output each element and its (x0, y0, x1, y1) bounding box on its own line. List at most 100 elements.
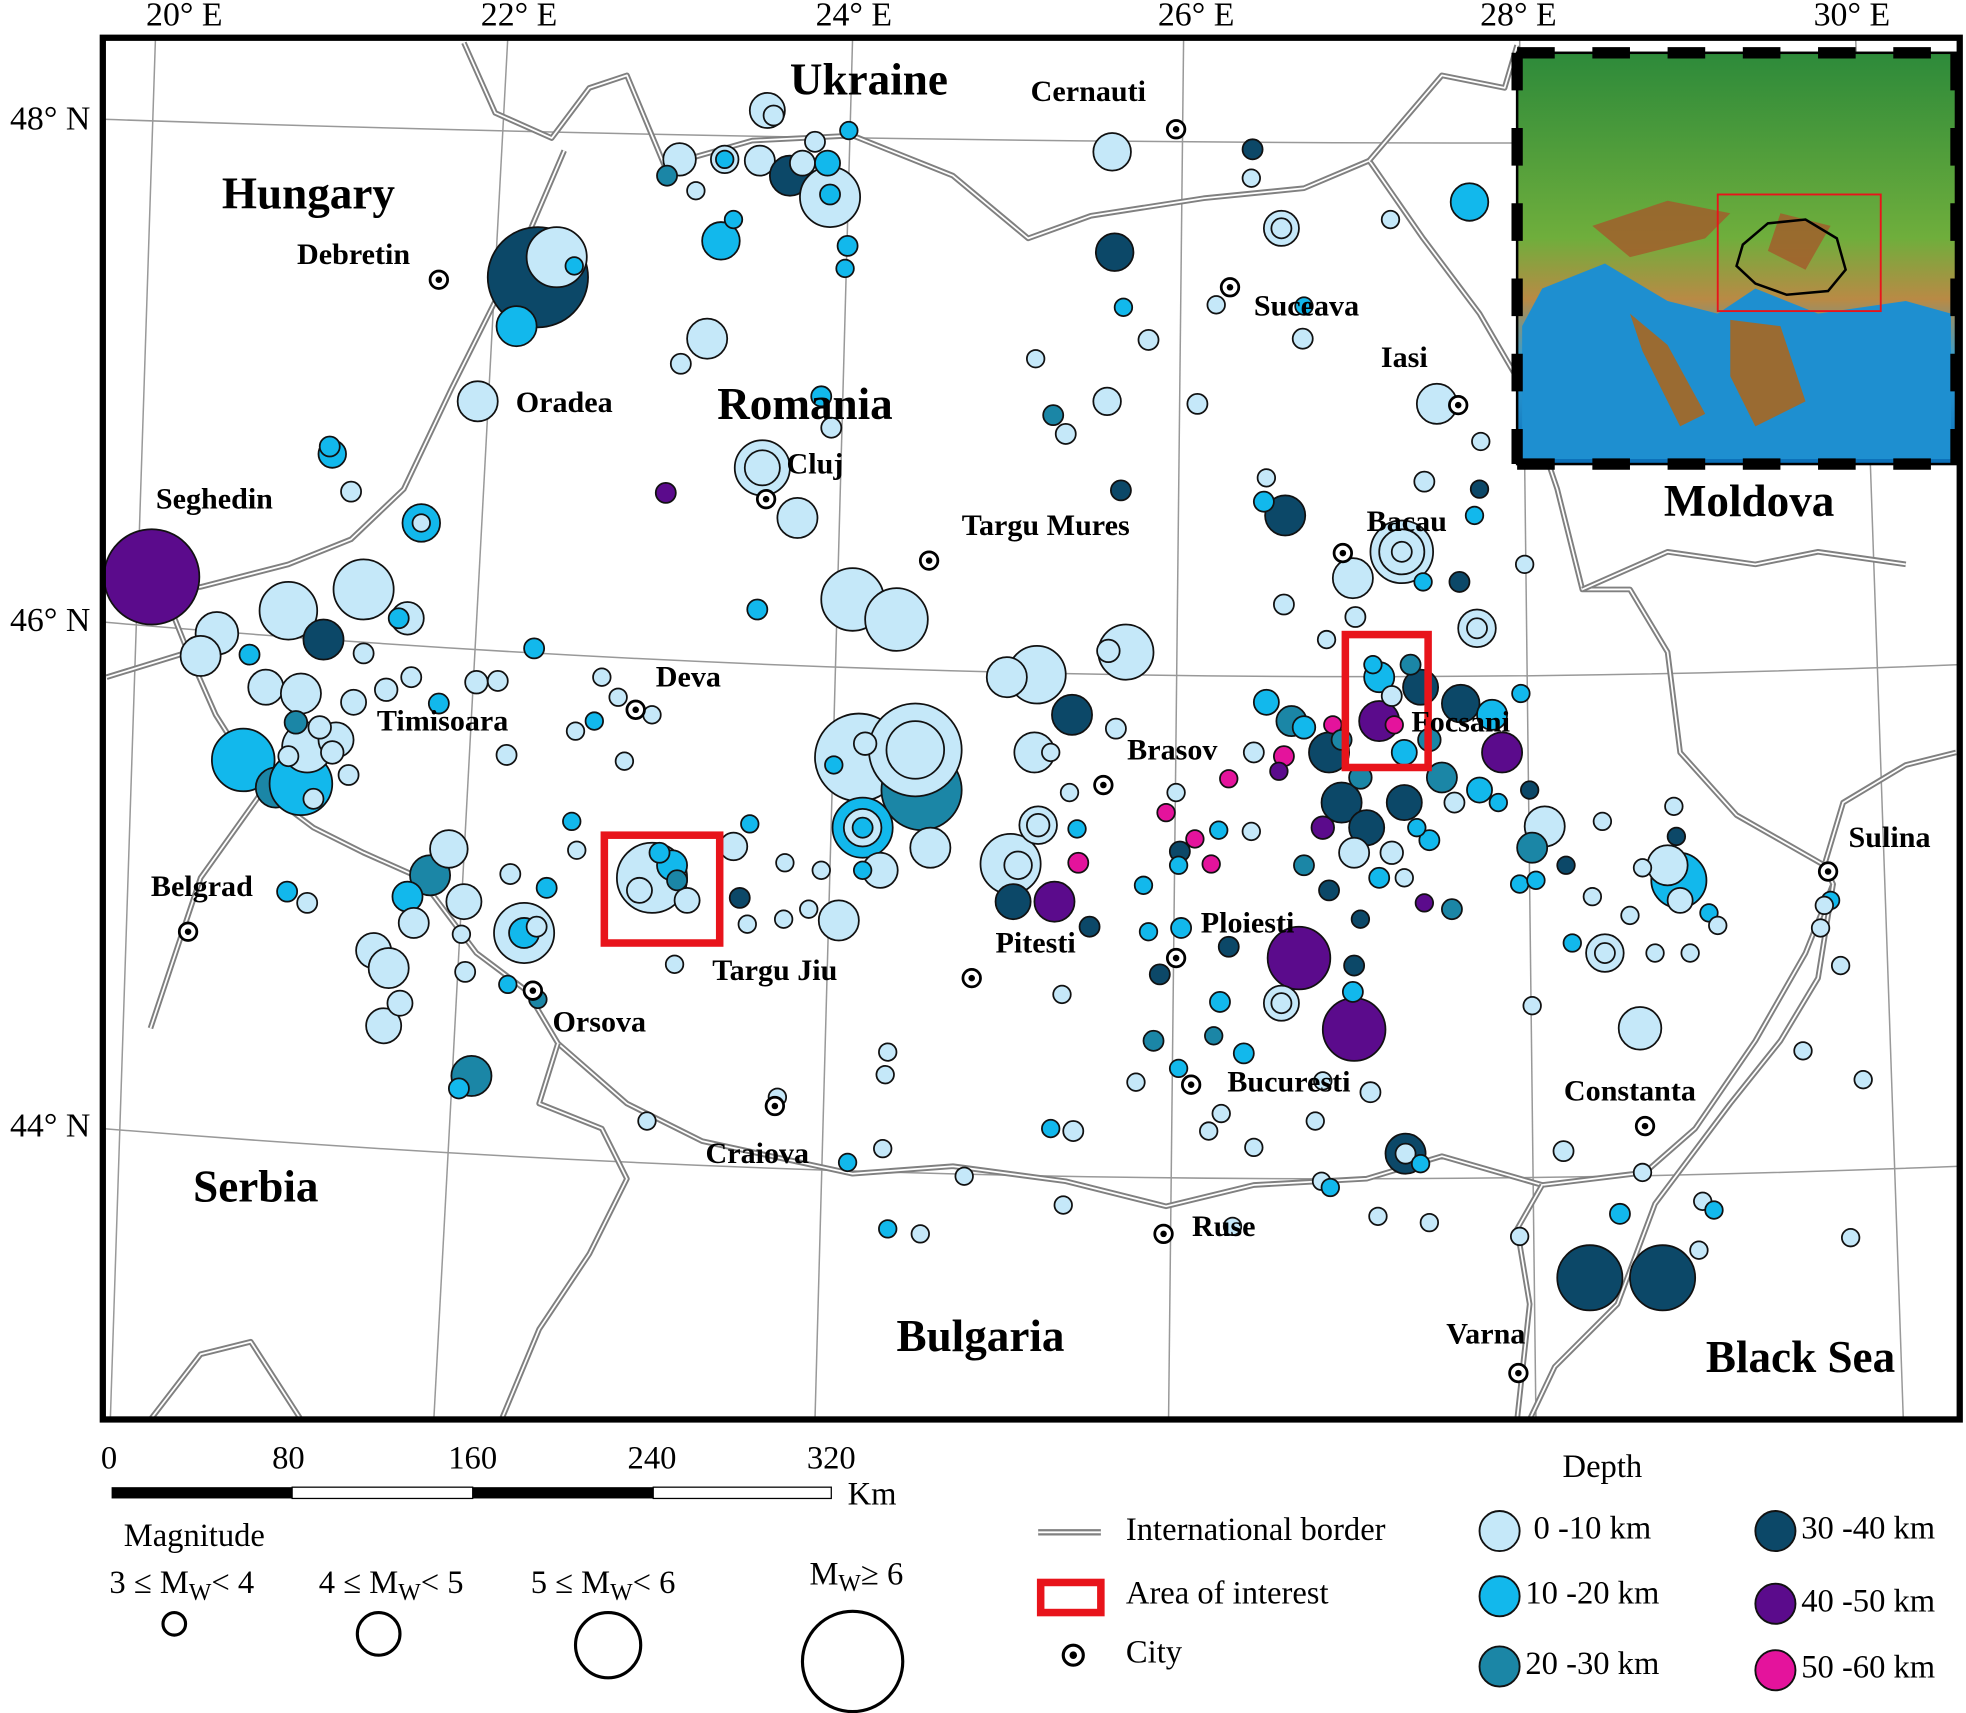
earthquake (238, 643, 261, 666)
earthquake (103, 528, 201, 626)
earthquake (789, 149, 816, 177)
earthquake (1264, 494, 1307, 537)
depth-class-label: 0 -10 km (1534, 1511, 1652, 1547)
label-part: 4 ≤ M (319, 1566, 398, 1602)
city-label: Varna (1446, 1317, 1525, 1351)
earthquake (258, 581, 319, 641)
earthquake (673, 886, 701, 914)
earthquake (1471, 431, 1491, 452)
earthquake (1509, 1226, 1530, 1247)
earthquake (365, 1007, 403, 1045)
earthquake (1053, 1195, 1073, 1215)
earthquake (773, 909, 794, 929)
city-label: Bacau (1367, 504, 1447, 538)
earthquake (1481, 731, 1524, 774)
earthquake (666, 869, 688, 892)
earthquake (302, 787, 325, 810)
city-label: Debretin (297, 237, 410, 271)
earthquake (391, 880, 424, 913)
earthquake (1522, 996, 1542, 1016)
earthquake (1466, 617, 1488, 640)
scale-tick-label: 160 (448, 1440, 497, 1476)
earthquake (743, 449, 781, 487)
earthquake (1318, 879, 1340, 902)
earthquake (1379, 840, 1404, 865)
earthquake (873, 1138, 893, 1159)
earthquake (451, 924, 472, 944)
city-label: Ruse (1192, 1209, 1256, 1243)
earthquake (1410, 1154, 1431, 1174)
city-label: Sulina (1849, 820, 1931, 854)
earthquake (1469, 479, 1490, 499)
earthquake (1204, 1026, 1224, 1046)
city-label: Craiova (706, 1136, 810, 1170)
label-part: < 5 (421, 1566, 464, 1602)
earthquake (1592, 811, 1613, 832)
magnitude-class-label: MW≥ 6 (809, 1557, 903, 1598)
earthquake (1419, 1212, 1440, 1233)
longitude-label: 28° E (1480, 0, 1557, 33)
earthquake (1646, 844, 1689, 887)
legend-area-symbol (1036, 1578, 1105, 1617)
city-marker-dot (968, 974, 975, 982)
earthquake (1514, 554, 1535, 575)
earthquake (1166, 782, 1186, 803)
city-label: Iasi (1381, 340, 1428, 374)
earthquake (1170, 917, 1193, 939)
earthquake (1320, 781, 1363, 824)
earthquake (1448, 571, 1471, 593)
earthquake (1054, 423, 1077, 445)
earthquake (836, 234, 859, 257)
legend-title: Depth (1563, 1449, 1643, 1485)
earthquake (1062, 1120, 1085, 1142)
map-body: Cernauti Debretin Suceava Iasi Oradea Cluj Seg… (10, 0, 1963, 1423)
scale-bar: 0 80 160 240 320 Km (101, 1440, 897, 1512)
longitude-label: 26° E (1158, 0, 1235, 33)
earthquake (1199, 1121, 1219, 1141)
earthquake (1385, 784, 1423, 822)
earthquake (495, 305, 538, 348)
earthquake (1126, 1072, 1146, 1092)
city-label: Targu Mures (962, 508, 1130, 542)
city-marker-dot (1454, 401, 1462, 409)
city-label: Bucuresti (1227, 1065, 1350, 1099)
earthquake (1620, 905, 1640, 926)
earthquake (1241, 821, 1261, 842)
earthquake (723, 209, 744, 230)
depth-class-label: 40 -50 km (1801, 1583, 1935, 1619)
earthquake (495, 744, 518, 766)
earthquake (1516, 831, 1549, 864)
earthquake (1291, 327, 1314, 350)
depth-class-label: 30 -40 km (1801, 1511, 1935, 1547)
earthquake (1664, 796, 1684, 817)
earthquake (1209, 820, 1229, 840)
earthquake (276, 880, 299, 903)
earthquake (1441, 898, 1463, 921)
earthquake (1629, 1244, 1697, 1312)
city-label: Pitesti (996, 925, 1076, 959)
label-part: 3 ≤ M (109, 1566, 188, 1602)
earthquake (740, 814, 760, 834)
earthquake (1209, 991, 1231, 1013)
earthquake (499, 863, 522, 885)
earthquake (1078, 915, 1101, 938)
city-label: Brasov (1127, 732, 1218, 766)
earthquake (852, 731, 878, 756)
earthquake (454, 960, 477, 983)
earthquake (718, 831, 749, 862)
earthquake (1593, 942, 1616, 964)
earthquake (1232, 1042, 1255, 1065)
earthquake (1168, 1058, 1189, 1079)
depth-class-label: 20 -30 km (1525, 1646, 1659, 1682)
earthquake (1310, 815, 1335, 840)
earthquake (839, 120, 859, 141)
earthquake (1256, 468, 1277, 488)
earthquake (584, 711, 604, 731)
earthquake (1344, 606, 1367, 628)
earthquake (1206, 295, 1226, 315)
latitude-label: 46° N (10, 602, 90, 639)
earthquake (737, 914, 757, 934)
earthquake (562, 811, 582, 832)
earthquake (776, 497, 819, 539)
